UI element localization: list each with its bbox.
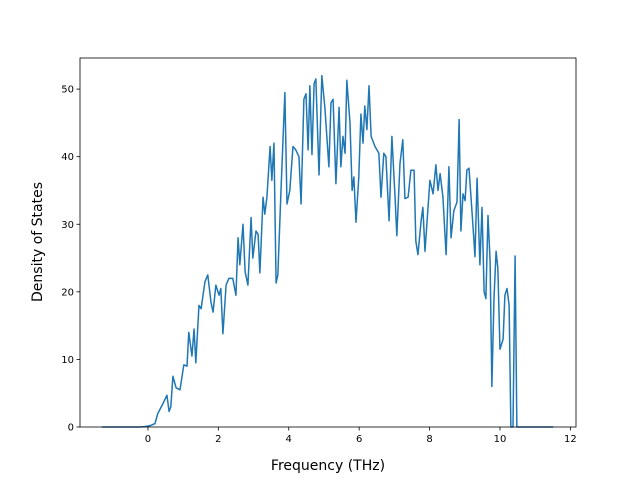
x-axis-label: Frequency (THz) [271, 458, 385, 474]
x-tick-label: 2 [215, 434, 221, 445]
x-tick-label: 0 [145, 434, 151, 445]
y-tick-label: 50 [61, 85, 74, 96]
y-axis-label: Density of States [30, 182, 46, 302]
plot-frame [79, 57, 577, 428]
data-line [101, 74, 554, 428]
x-tick-label: 6 [356, 434, 362, 445]
y-tick-label: 10 [61, 355, 74, 366]
y-tick-label: 20 [61, 287, 74, 298]
x-tick-label: 8 [426, 434, 432, 445]
x-tick-label: 12 [564, 434, 577, 445]
x-tick-label: 4 [286, 434, 292, 445]
x-tick-label: 10 [494, 434, 507, 445]
y-tick-label: 30 [61, 220, 74, 231]
y-tick-label: 0 [68, 423, 74, 434]
y-tick-label: 40 [61, 152, 74, 163]
